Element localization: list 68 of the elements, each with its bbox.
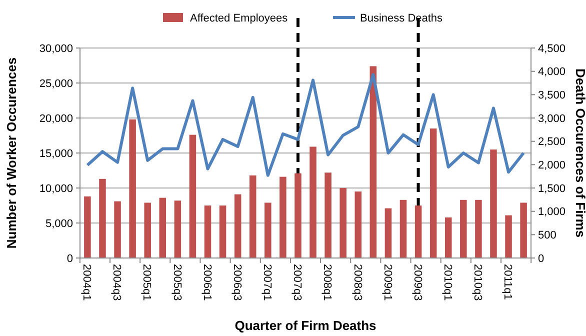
bar [204, 206, 212, 258]
y2-tick-label: 1,500 [538, 182, 566, 195]
x-axis-title: Quarter of Firm Deaths [234, 318, 376, 333]
bar [189, 134, 196, 258]
bar [280, 176, 286, 258]
bar [370, 66, 377, 258]
y-tick-label: 5,000 [45, 218, 73, 230]
bar [354, 192, 362, 258]
y2-axis-title: Death Occurences of Firms [573, 68, 586, 238]
bar [144, 202, 151, 258]
x-tick-label: 2007q3 [291, 264, 304, 301]
x-tick-label: 2004q1 [80, 264, 93, 301]
bar [99, 178, 106, 258]
y2-tick-label: 4,000 [538, 66, 566, 78]
bar [310, 146, 316, 258]
x-tick-label: 2005q1 [140, 264, 153, 301]
y2-tick-label: 0 [538, 252, 544, 265]
bar [520, 202, 527, 258]
x-tick-label: 2010q1 [442, 264, 454, 301]
bar [475, 200, 482, 258]
bar [234, 194, 242, 258]
x-tick-label: 2006q3 [230, 264, 243, 301]
y2-tick-label: 2,500 [538, 136, 566, 148]
x-tick-label: 2004q3 [110, 264, 123, 301]
bar [294, 173, 302, 258]
x-tick-label: 2011q1 [502, 264, 514, 300]
x-tick-label: 2008q1 [321, 264, 334, 301]
bar [129, 119, 136, 258]
x-tick-label: 2005q3 [170, 264, 183, 301]
legend-label: Affected Employees [190, 12, 288, 24]
y-tick-label: 25,000 [39, 78, 73, 90]
bar [400, 200, 407, 258]
x-tick-label: 2010q3 [472, 264, 484, 301]
bar [505, 215, 512, 258]
bar [324, 172, 332, 258]
x-tick-label: 2008q3 [351, 264, 364, 301]
y2-tick-label: 1,000 [538, 206, 566, 218]
y-tick-label: 15,000 [39, 148, 73, 160]
line-series [86, 73, 526, 177]
bar [249, 175, 256, 258]
bar [430, 128, 437, 258]
bar [460, 200, 467, 258]
y-tick-label: 0 [66, 252, 73, 265]
bar [264, 202, 272, 258]
y2-tick-label: 500 [538, 230, 556, 242]
bar [444, 217, 452, 258]
legend-label: Business Deaths [360, 12, 444, 24]
y-tick-label: 30,000 [39, 42, 73, 55]
x-tick-label: 2007q1 [261, 264, 274, 301]
x-tick-label: 2006q1 [200, 264, 213, 301]
bar [84, 196, 91, 258]
bar [490, 150, 497, 258]
bar [340, 188, 346, 258]
x-tick-label: 2009q1 [381, 264, 394, 301]
y2-tick-label: 3,000 [538, 112, 566, 125]
y-tick-label: 20,000 [39, 112, 73, 125]
y2-tick-label: 4,500 [538, 42, 566, 55]
y2-tick-label: 2,000 [538, 160, 566, 172]
y-axis-title: Number of Worker Occurences [4, 57, 19, 249]
bar [174, 200, 182, 258]
y2-tick-label: 3,500 [538, 90, 566, 102]
y-tick-label: 10,000 [39, 182, 73, 195]
bar [384, 208, 392, 258]
bar [219, 206, 226, 258]
x-tick-label: 2009q3 [411, 264, 424, 301]
bar [414, 206, 422, 258]
bar [114, 201, 121, 258]
bar [159, 198, 166, 258]
